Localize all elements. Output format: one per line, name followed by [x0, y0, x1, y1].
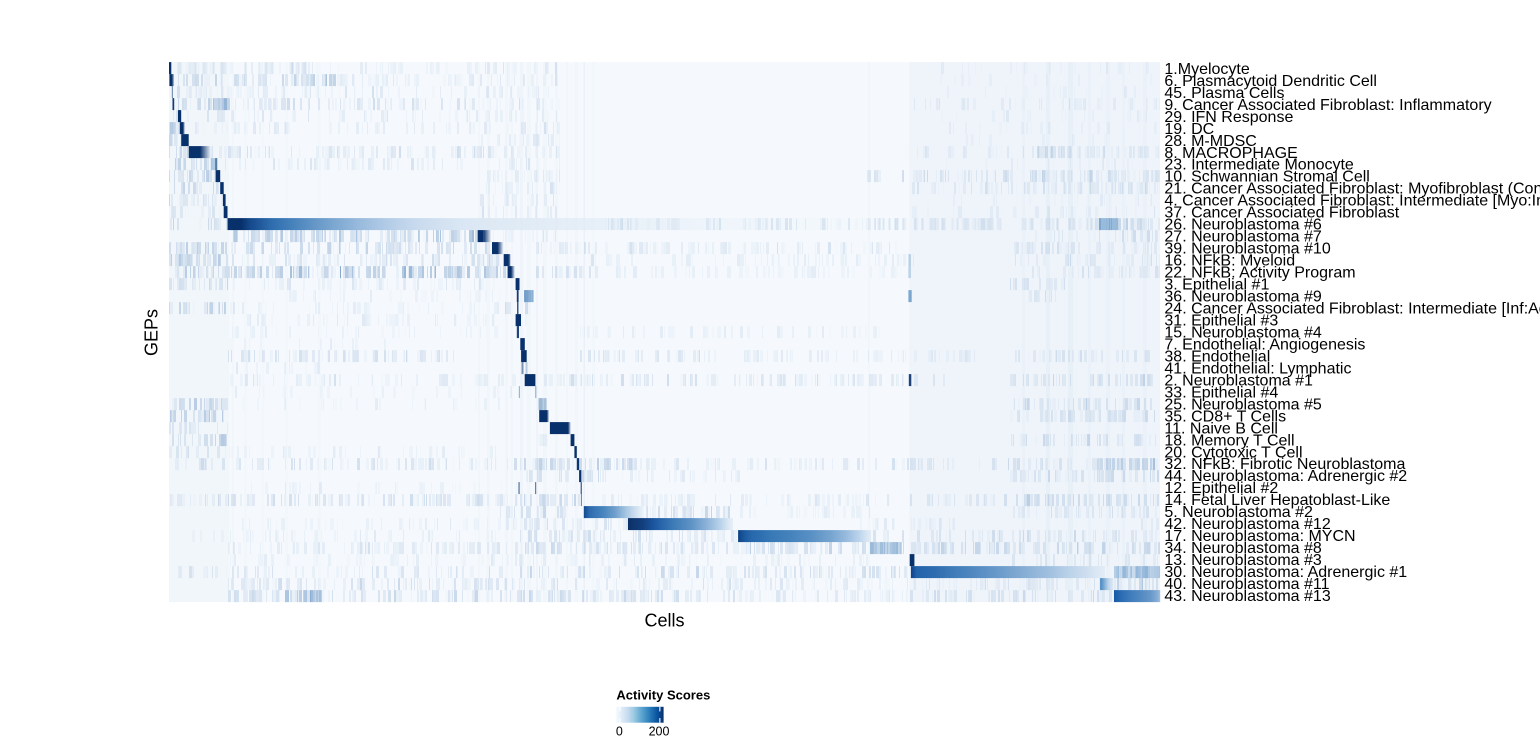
svg-text:34. Neuroblastoma #8: 34. Neuroblastoma #8: [1164, 540, 1322, 557]
svg-text:41. Endothelial: Lymphatic: 41. Endothelial: Lymphatic: [1164, 360, 1351, 377]
svg-text:21. Cancer Associated Fibrobla: 21. Cancer Associated Fibroblast: Myofib…: [1164, 181, 1540, 198]
svg-text:28. M-MDSC: 28. M-MDSC: [1164, 133, 1256, 150]
svg-text:18. Memory T Cell: 18. Memory T Cell: [1164, 432, 1294, 449]
svg-text:44. Neuroblastoma: Adrenergic: 44. Neuroblastoma: Adrenergic #2: [1164, 468, 1407, 485]
svg-text:43. Neuroblastoma #13: 43. Neuroblastoma #13: [1164, 588, 1330, 605]
svg-text:40. Neuroblastoma #11: 40. Neuroblastoma #11: [1164, 576, 1329, 593]
svg-text:20. Cytotoxic T Cell: 20. Cytotoxic T Cell: [1164, 444, 1302, 461]
svg-text:Activity Scores: Activity Scores: [616, 688, 710, 703]
svg-text:31. Epithelial #3: 31. Epithelial #3: [1164, 313, 1278, 330]
svg-text:11. Naive B Cell: 11. Naive B Cell: [1164, 420, 1278, 437]
svg-text:42. Neuroblastoma #12: 42. Neuroblastoma #12: [1164, 516, 1330, 533]
svg-text:39. Neuroblastoma #10: 39. Neuroblastoma #10: [1164, 241, 1330, 258]
svg-text:200: 200: [649, 725, 670, 739]
svg-text:38. Endothelial: 38. Endothelial: [1164, 348, 1270, 365]
svg-text:19. DC: 19. DC: [1164, 121, 1214, 138]
svg-text:27. Neuroblastoma #7: 27. Neuroblastoma #7: [1164, 229, 1322, 246]
svg-text:45. Plasma Cells: 45. Plasma Cells: [1164, 85, 1284, 102]
svg-text:5. Neuroblastoma #2: 5. Neuroblastoma #2: [1164, 504, 1313, 521]
svg-text:GEPs: GEPs: [142, 309, 162, 356]
svg-text:1.Myelocyte: 1.Myelocyte: [1164, 61, 1249, 78]
svg-text:13. Neuroblastoma #3: 13. Neuroblastoma #3: [1164, 552, 1322, 569]
svg-text:9. Cancer Associated Fibroblas: 9. Cancer Associated Fibroblast: Inflamm…: [1164, 97, 1491, 114]
svg-text:30. Neuroblastoma: Adrenergic: 30. Neuroblastoma: Adrenergic #1: [1164, 564, 1407, 581]
svg-text:37. Cancer Associated Fibrobla: 37. Cancer Associated Fibroblast: [1164, 205, 1399, 222]
svg-text:Cells: Cells: [644, 611, 684, 631]
svg-text:33. Epithelial #4: 33. Epithelial #4: [1164, 384, 1278, 401]
svg-text:24. Cancer Associated Fibrobla: 24. Cancer Associated Fibroblast: Interm…: [1164, 301, 1540, 318]
svg-text:8. MACROPHAGE: 8. MACROPHAGE: [1164, 145, 1297, 162]
svg-text:23. Intermediate Monocyte: 23. Intermediate Monocyte: [1164, 157, 1354, 174]
svg-text:29. IFN Response: 29. IFN Response: [1164, 109, 1293, 126]
svg-text:7. Endothelial: Angiogenesis: 7. Endothelial: Angiogenesis: [1164, 336, 1365, 353]
svg-text:0: 0: [616, 725, 623, 739]
svg-text:14. Fetal Liver Hepatoblast-Li: 14. Fetal Liver Hepatoblast-Like: [1164, 492, 1390, 509]
svg-text:25. Neuroblastoma #5: 25. Neuroblastoma #5: [1164, 396, 1322, 413]
svg-text:36. Neuroblastoma #9: 36. Neuroblastoma #9: [1164, 289, 1322, 306]
svg-text:22. NFkB: Activity Program: 22. NFkB: Activity Program: [1164, 265, 1355, 282]
svg-text:35. CD8+ T Cells: 35. CD8+ T Cells: [1164, 408, 1286, 425]
svg-text:15. Neuroblastoma #4: 15. Neuroblastoma #4: [1164, 325, 1322, 342]
svg-text:32. NFkB: Fibrotic Neuroblasto: 32. NFkB: Fibrotic Neuroblastoma: [1164, 456, 1405, 473]
svg-text:2. Neuroblastoma #1: 2. Neuroblastoma #1: [1164, 372, 1313, 389]
svg-text:12. Epithelial #2: 12. Epithelial #2: [1164, 480, 1278, 497]
svg-text:6. Plasmacytoid Dendritic Cell: 6. Plasmacytoid Dendritic Cell: [1164, 73, 1377, 90]
svg-text:16. NFkB: Myeloid: 16. NFkB: Myeloid: [1164, 253, 1295, 270]
svg-text:4. Cancer Associated Fibroblas: 4. Cancer Associated Fibroblast: Interme…: [1164, 193, 1540, 210]
svg-text:10. Schwannian Stromal Cell: 10. Schwannian Stromal Cell: [1164, 169, 1369, 186]
svg-text:17. Neuroblastoma: MYCN: 17. Neuroblastoma: MYCN: [1164, 528, 1355, 545]
svg-text:26. Neuroblastoma #6: 26. Neuroblastoma #6: [1164, 217, 1322, 234]
svg-text:3. Epithelial #1: 3. Epithelial #1: [1164, 277, 1269, 294]
